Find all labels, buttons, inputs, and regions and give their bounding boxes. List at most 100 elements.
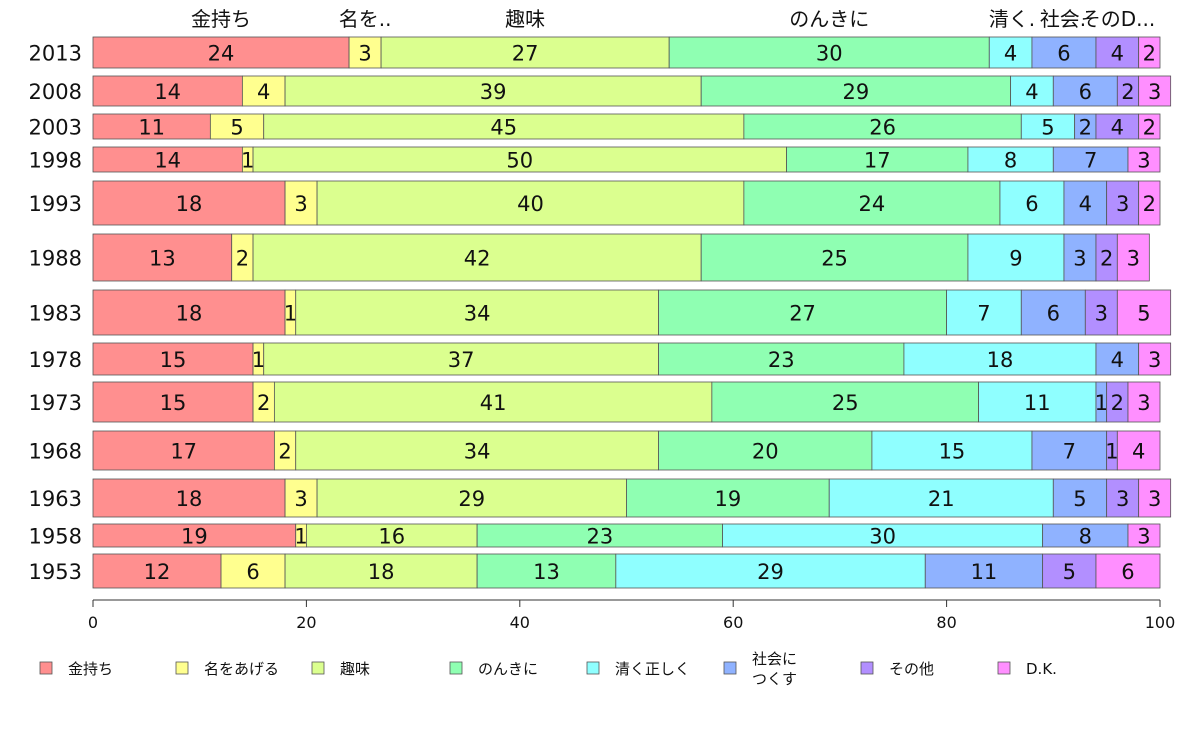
bar-value-label: 27 <box>512 42 539 66</box>
bar-segment <box>316 478 627 518</box>
bar-value-label: 5 <box>1137 302 1150 326</box>
bar-segment <box>284 75 702 107</box>
bar-value-label: 13 <box>533 560 560 584</box>
bar-value-label: 3 <box>358 42 371 66</box>
bar-value-label: 45 <box>490 116 517 140</box>
bar-segment <box>978 381 1097 423</box>
bar-segment <box>1106 180 1140 226</box>
bar-segment <box>1138 478 1172 518</box>
bar-value-label: 3 <box>1137 391 1150 415</box>
bar-value-label: 6 <box>246 560 259 584</box>
bar-value-label: 18 <box>176 302 203 326</box>
legend-label: 名をあげる <box>204 660 279 678</box>
bar-value-label: 6 <box>1057 42 1070 66</box>
bar-value-label: 6 <box>1025 192 1038 216</box>
bar-value-label: 24 <box>208 42 235 66</box>
bar-segment <box>967 146 1054 173</box>
bar-value-label: 3 <box>294 487 307 511</box>
bar-value-label: 3 <box>1116 192 1129 216</box>
bar-segment <box>786 146 969 173</box>
top-segment-labels: 金持ち 名を.. 趣味 のんきに 清く. 社会.そのD... <box>191 7 1155 31</box>
bar-value-label: 19 <box>181 525 208 549</box>
bar-segment <box>658 289 948 336</box>
bar-segment <box>967 233 1065 282</box>
legend-label: その他 <box>889 660 934 678</box>
bar-value-label: 4 <box>1132 440 1145 464</box>
category-label: 1988 <box>29 247 82 271</box>
bar-segment <box>252 233 702 282</box>
bar-value-label: 1 <box>241 149 254 173</box>
top-series-label: 金持ち <box>191 7 251 31</box>
bar-segment <box>743 113 1022 140</box>
legend-swatch <box>997 661 1011 675</box>
bar-value-label: 14 <box>154 80 181 104</box>
x-tick-label: 20 <box>296 613 316 632</box>
bar-segment <box>700 233 969 282</box>
bar-value-label: 2 <box>278 440 291 464</box>
bar-value-label: 34 <box>464 302 491 326</box>
bar-segment <box>348 36 382 69</box>
x-tick-label: 40 <box>510 613 530 632</box>
bar-value-label: 18 <box>368 560 395 584</box>
bar-value-label: 20 <box>752 440 779 464</box>
bar-segment <box>92 75 243 107</box>
legend-swatch <box>175 661 189 675</box>
bar-segment <box>946 289 1022 336</box>
category-label: 1958 <box>29 525 82 549</box>
bar-value-label: 5 <box>1073 487 1086 511</box>
bar-value-label: 9 <box>1009 247 1022 271</box>
bar-value-label: 2 <box>1079 116 1092 140</box>
bar-segment <box>1084 289 1118 336</box>
legend-label: D.K. <box>1026 660 1057 678</box>
bar-segment <box>1010 75 1054 107</box>
bar-segment <box>92 381 254 423</box>
bar-segment <box>295 289 659 336</box>
bar-segment <box>1127 146 1161 173</box>
bar-value-label: 26 <box>869 116 896 140</box>
bar-segment <box>1138 75 1172 107</box>
legend-label: 趣味 <box>340 660 370 678</box>
bar-value-label: 15 <box>160 348 187 372</box>
bar-segment <box>1063 233 1097 282</box>
bar-value-label: 2 <box>1111 391 1124 415</box>
top-series-label: そのD... <box>1081 7 1155 31</box>
bar-value-label: 6 <box>1047 302 1060 326</box>
bar-segment <box>871 430 1033 471</box>
bar-value-label: 50 <box>506 149 533 173</box>
bar-segment <box>1116 430 1161 471</box>
bar-value-label: 25 <box>832 391 859 415</box>
legend-swatch <box>311 661 325 675</box>
bar-segment <box>711 381 980 423</box>
bars-group: 24 3 27 30 4 6 4 214 4 39 29 4 6 2 311 5 45 26 5 2 4 214 1 50 17… <box>92 36 1172 589</box>
bar-value-label: 15 <box>939 440 966 464</box>
bar-value-label: 18 <box>987 348 1014 372</box>
bar-value-label: 2 <box>1143 192 1156 216</box>
bar-segment <box>92 553 222 589</box>
bar-segment <box>1116 289 1172 336</box>
top-series-label: 名を.. <box>339 7 392 31</box>
category-label: 1963 <box>29 487 82 511</box>
bar-value-label: 23 <box>768 348 795 372</box>
bar-segment <box>1052 75 1118 107</box>
bar-value-label: 3 <box>1127 247 1140 271</box>
legend-swatch <box>39 661 53 675</box>
bar-value-label: 19 <box>714 487 741 511</box>
bar-segment <box>92 430 275 471</box>
bar-segment <box>1095 342 1140 376</box>
category-label: 1973 <box>29 391 82 415</box>
bar-value-label: 1 <box>252 348 265 372</box>
bar-value-label: 23 <box>586 525 613 549</box>
legend-label: 金持ち <box>68 660 113 678</box>
bar-segment <box>380 36 670 69</box>
category-label: 2003 <box>29 116 82 140</box>
bar-segment <box>700 75 1012 107</box>
legend-label: 清く正しく <box>615 660 690 678</box>
legend-swatch <box>586 661 600 675</box>
bar-segment <box>295 430 659 471</box>
bar-value-label: 3 <box>1148 348 1161 372</box>
category-label: 2013 <box>29 42 82 66</box>
bar-value-label: 17 <box>864 149 891 173</box>
bar-value-label: 6 <box>1079 80 1092 104</box>
